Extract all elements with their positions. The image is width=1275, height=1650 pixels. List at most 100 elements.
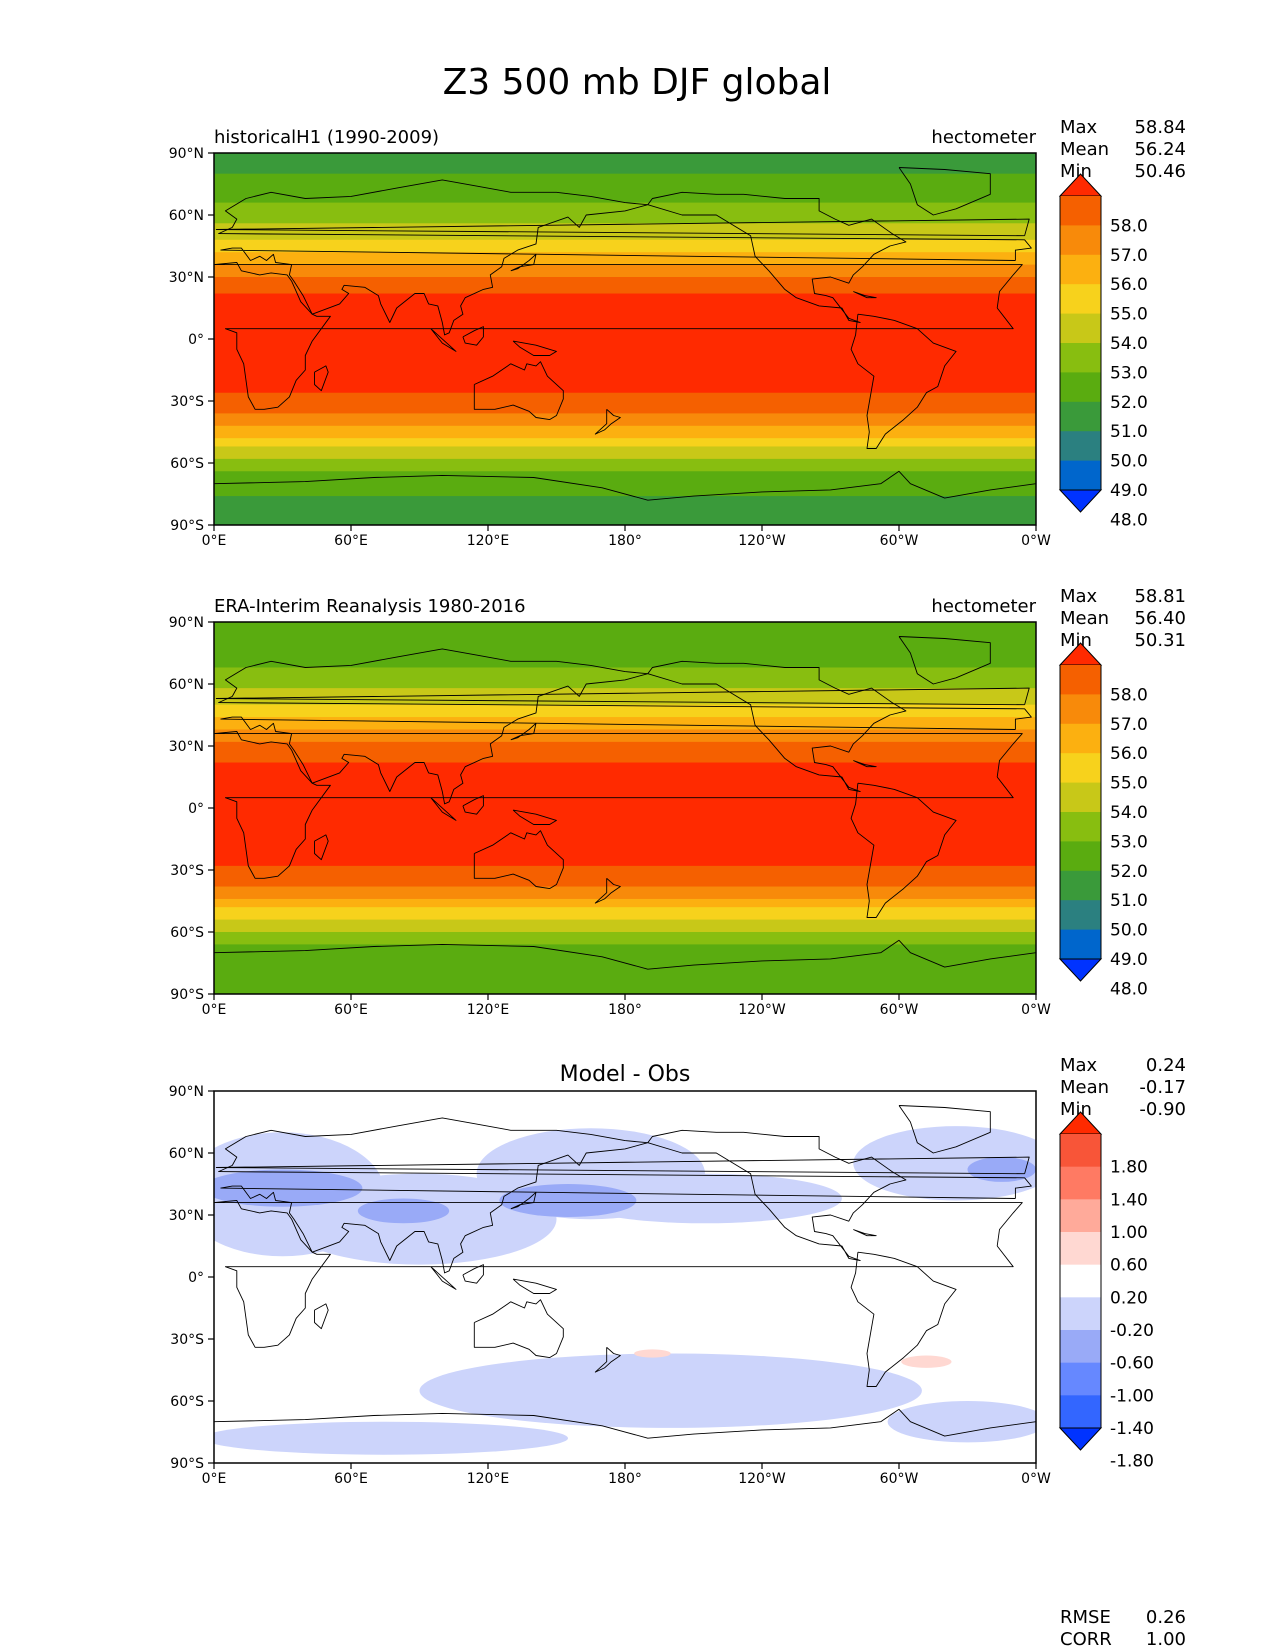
contour-band xyxy=(214,650,1036,656)
diff-region xyxy=(214,1421,568,1455)
extra-stat-value: 1.00 xyxy=(1146,1629,1186,1650)
x-tick-label: 120°W xyxy=(738,533,786,549)
coastline xyxy=(853,291,877,299)
contour-band xyxy=(214,239,1036,245)
contour-band xyxy=(214,409,1036,414)
colorbar-tick-label: 48.0 xyxy=(1110,979,1148,999)
contour-band xyxy=(214,463,1036,468)
contour-band xyxy=(214,799,1036,805)
contour-band xyxy=(214,828,1036,834)
coastline xyxy=(510,253,537,272)
contour-band xyxy=(214,177,1036,183)
contour-band xyxy=(214,359,1036,365)
coastline xyxy=(512,809,557,825)
y-tick-label: 90°N xyxy=(169,1084,204,1100)
coastline xyxy=(215,1156,1030,1175)
coastline xyxy=(853,760,877,768)
contour-band xyxy=(214,471,1036,476)
colorbar-tick-label: 57.0 xyxy=(1110,246,1148,266)
colorbar-segment xyxy=(1060,900,1101,931)
contour-band xyxy=(214,363,1036,369)
contour-band xyxy=(214,223,1036,228)
x-tick-label: 0°E xyxy=(202,1471,227,1487)
stat-value: 56.24 xyxy=(1134,139,1186,160)
contour-band xyxy=(214,758,1036,764)
stat-label: Max xyxy=(1060,117,1098,138)
colorbar-segment xyxy=(1060,694,1101,725)
contour-band xyxy=(214,774,1036,780)
coastline xyxy=(647,191,907,323)
contour-band xyxy=(214,712,1036,718)
x-tick-label: 60°E xyxy=(334,1002,368,1018)
colorbar-extend-min xyxy=(1058,489,1103,513)
stat-label: Min xyxy=(1060,630,1092,651)
colorbar-segment xyxy=(1060,313,1101,344)
contour-band xyxy=(214,202,1036,208)
coastline xyxy=(473,361,564,421)
y-tick-label: 0° xyxy=(188,332,204,348)
coastline xyxy=(214,262,1023,410)
contour-band xyxy=(214,281,1036,286)
contour-band xyxy=(214,372,1036,377)
colorbar-segment xyxy=(1060,225,1101,256)
contour-band xyxy=(214,268,1036,274)
contour-band xyxy=(214,671,1036,677)
contour-band xyxy=(214,927,1036,933)
contour-band xyxy=(214,853,1036,859)
contour-band xyxy=(214,890,1036,896)
contour-band xyxy=(214,252,1036,257)
contour-band xyxy=(214,948,1036,954)
coastline xyxy=(510,722,537,741)
y-tick-label: 60°N xyxy=(169,1146,204,1162)
coastline xyxy=(214,1408,1036,1463)
contour-band xyxy=(214,965,1036,970)
contour-band xyxy=(214,803,1036,809)
panel-units: hectometer xyxy=(931,127,1036,148)
contour-band xyxy=(214,646,1036,652)
contour-band xyxy=(214,932,1036,937)
contour-band xyxy=(214,981,1036,987)
contour-band xyxy=(214,425,1036,431)
colorbar-tick-label: 50.0 xyxy=(1110,452,1148,472)
contour-band xyxy=(214,923,1036,929)
colorbar-tick-label: 57.0 xyxy=(1110,715,1148,735)
contour-band xyxy=(214,911,1036,917)
contour-band xyxy=(214,173,1036,179)
coastline xyxy=(898,636,991,685)
coastline xyxy=(430,1266,457,1290)
colorbar-tick-label: 53.0 xyxy=(1110,832,1148,852)
coastline xyxy=(214,1200,1023,1348)
coastline xyxy=(462,795,484,815)
colorbar-tick-label: 49.0 xyxy=(1110,481,1148,501)
contour-band xyxy=(214,347,1036,352)
coastline xyxy=(512,1278,557,1294)
diff-region xyxy=(499,1184,637,1217)
coastline xyxy=(214,470,1036,525)
extra-stat-value: 0.26 xyxy=(1146,1607,1186,1628)
extra-stat-label: RMSE xyxy=(1060,1607,1111,1628)
contour-band xyxy=(214,779,1036,784)
contour-band xyxy=(214,622,1036,627)
contour-band xyxy=(214,210,1036,216)
map-plot xyxy=(214,622,1036,994)
coastline xyxy=(473,1299,564,1359)
contour-band xyxy=(214,861,1036,867)
y-tick-label: 90°N xyxy=(169,615,204,631)
colorbar-segment xyxy=(1060,284,1101,315)
contour-band xyxy=(214,638,1036,644)
colorbar-tick-label: -0.60 xyxy=(1110,1354,1154,1374)
stat-value: -0.17 xyxy=(1139,1077,1186,1098)
colorbar-tick-label: -1.40 xyxy=(1110,1419,1154,1439)
x-tick-label: 0°W xyxy=(1021,1002,1051,1018)
y-tick-label: 60°S xyxy=(170,456,204,472)
coastline xyxy=(215,687,1030,706)
contour-band xyxy=(214,857,1036,863)
contour-band xyxy=(214,388,1036,394)
stat-label: Min xyxy=(1060,161,1092,182)
map-plot xyxy=(214,1091,1036,1463)
colorbar-extend-min xyxy=(1058,958,1103,982)
contour-band xyxy=(214,696,1036,702)
coastline xyxy=(473,830,564,890)
colorbar-tick-label: -1.00 xyxy=(1110,1386,1154,1406)
colorbar-segment xyxy=(1060,665,1101,695)
